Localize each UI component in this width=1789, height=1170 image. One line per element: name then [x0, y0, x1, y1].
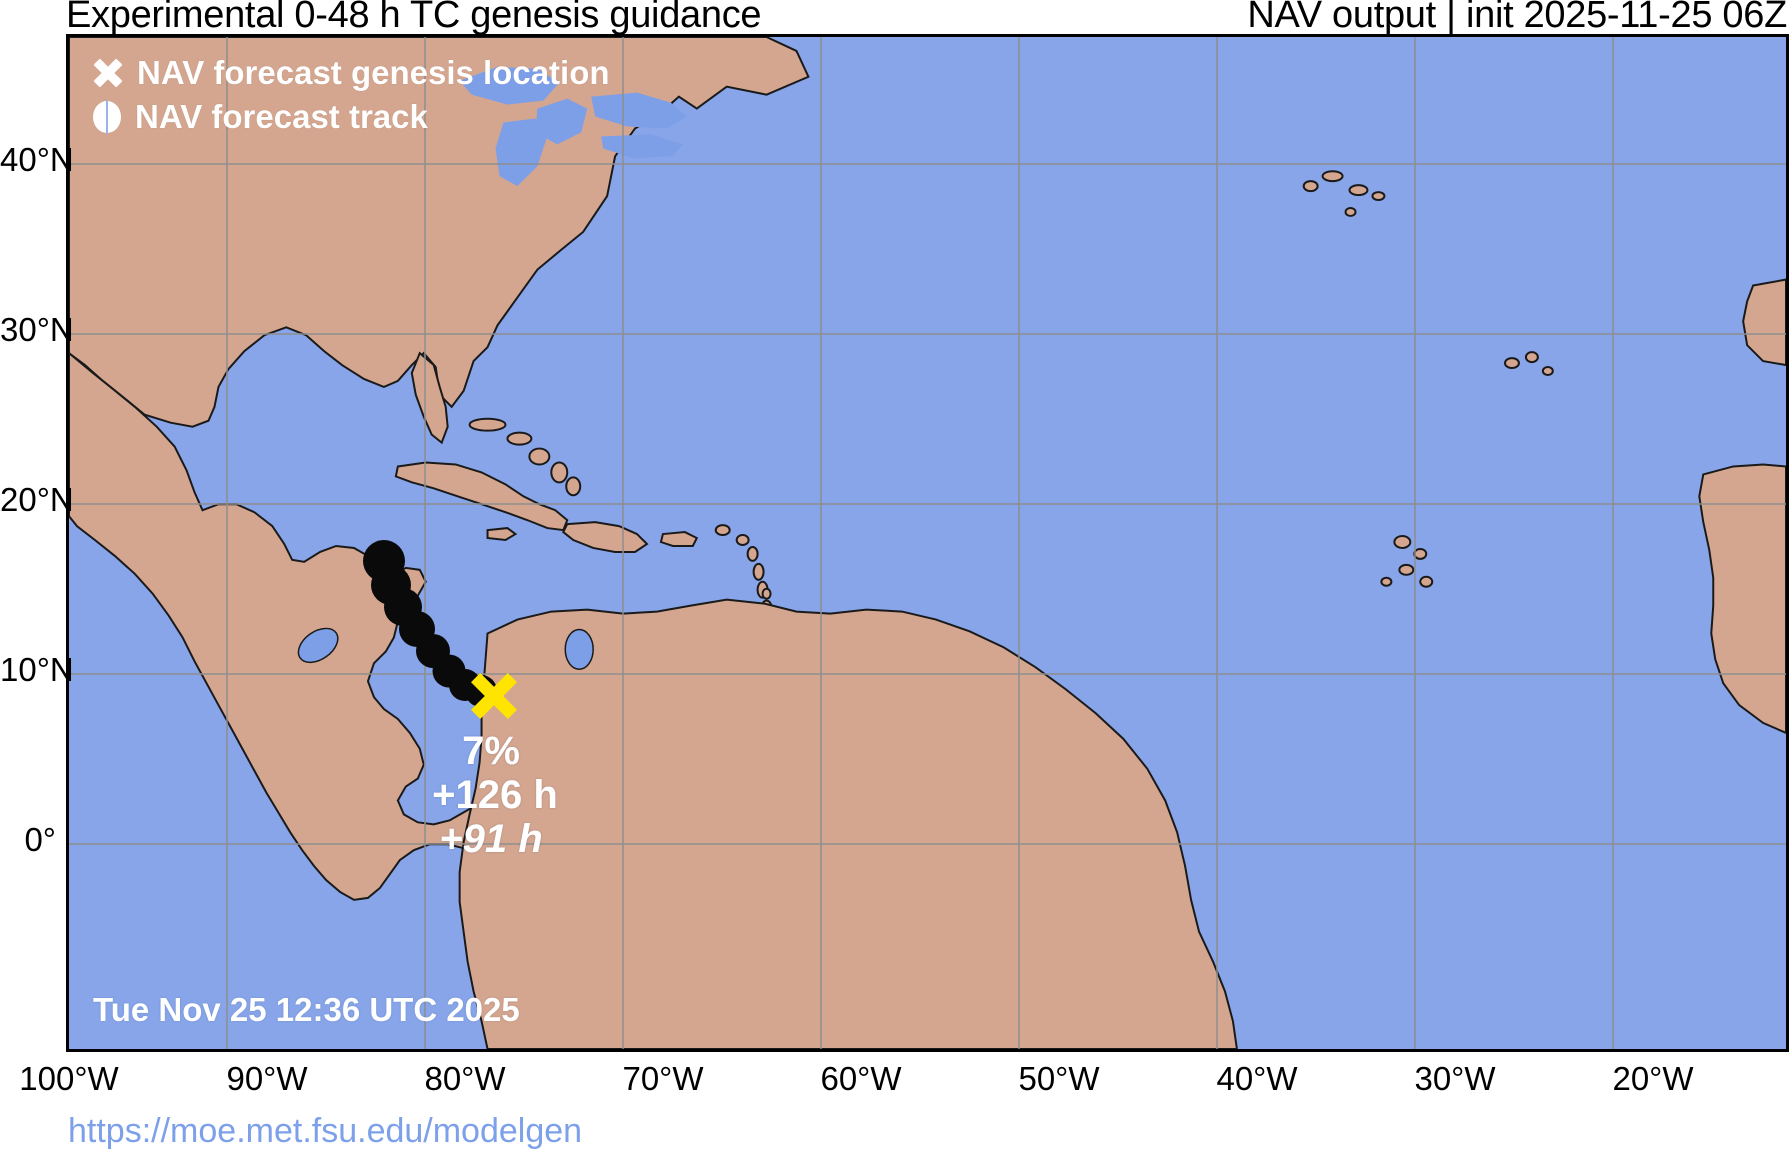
gridline-lon — [226, 37, 228, 1049]
axis-tick-lon: 30°W — [1414, 1060, 1496, 1097]
axis-tick-lon: 40°W — [1216, 1060, 1298, 1097]
legend-item-label: NAV forecast genesis location — [137, 54, 610, 91]
landmass-bahamas — [468, 417, 582, 497]
landmass-hispaniola — [562, 521, 649, 553]
inland-lakes — [297, 627, 594, 670]
axis-tick-lat: 40°N — [0, 141, 74, 178]
axis-tick-lon: 50°W — [1018, 1060, 1100, 1097]
axis-tick-lat: 20°N — [0, 481, 74, 518]
landmass-puerto-rico — [659, 531, 699, 547]
landmass-florida — [410, 351, 449, 445]
legend-item-label: NAV forecast track — [135, 98, 428, 135]
gridline-lat — [69, 673, 1786, 675]
axis-tick-lon: 70°W — [622, 1060, 704, 1097]
gridline-lon — [1018, 37, 1020, 1049]
landmass-central-america — [69, 351, 511, 901]
gridline-lon — [820, 37, 822, 1049]
gridline-lon — [1414, 37, 1416, 1049]
landmass-atlantic-islands — [1302, 170, 1554, 588]
timestamp-label: Tue Nov 25 12:36 UTC 2025 — [93, 991, 520, 1028]
gridline-lat — [69, 503, 1786, 505]
axis-tick-lon: 60°W — [820, 1060, 902, 1097]
filled-circle-icon — [93, 100, 121, 134]
landmass-cuba — [394, 461, 569, 532]
axis-tick-lon: 80°W — [424, 1060, 506, 1097]
axis-tick-lon: 90°W — [226, 1060, 308, 1097]
legend: NAV forecast genesis location NAV foreca… — [93, 51, 610, 139]
forecast-hour-label-2: +91 h — [439, 817, 543, 861]
landmass-iberia — [1742, 278, 1786, 367]
landmass-south-america — [458, 598, 1238, 1049]
landmass-jamaica — [486, 527, 518, 542]
gridline-lon — [1612, 37, 1614, 1049]
gridline-lat — [69, 333, 1786, 335]
axis-tick-lon: 20°W — [1612, 1060, 1694, 1097]
page-title: Experimental 0-48 h TC genesis guidance — [66, 0, 762, 36]
legend-item-genesis: NAV forecast genesis location — [93, 51, 610, 95]
axis-tick-lat: 0° — [24, 821, 56, 858]
model-init-label: NAV output | init 2025-11-25 06Z — [1247, 0, 1787, 36]
map-canvas[interactable]: 7% +126 h +91 h NAV forecast genesis loc… — [66, 34, 1789, 1052]
axis-tick-lat: 30°N — [0, 311, 74, 348]
map-inner: 7% +126 h +91 h NAV forecast genesis loc… — [69, 37, 1786, 1049]
gridline-lon — [622, 37, 624, 1049]
gridline-lat — [69, 163, 1786, 165]
gridline-lon — [1216, 37, 1218, 1049]
gridline-lat — [69, 843, 1786, 845]
forecast-hour-label-1: +126 h — [432, 773, 558, 817]
landmass-africa — [1698, 463, 1786, 734]
legend-item-track: NAV forecast track — [93, 95, 610, 139]
gridline-lon — [424, 37, 426, 1049]
genesis-probability-label: 7% — [462, 729, 520, 773]
gridline-lon — [1786, 37, 1788, 1049]
axis-tick-lon: 100°W — [19, 1060, 119, 1097]
source-url-link[interactable]: https://moe.met.fsu.edu/modelgen — [68, 1112, 583, 1150]
genesis-location-marker[interactable] — [470, 672, 518, 720]
coastline-layer — [69, 37, 1786, 1049]
axis-tick-lat: 10°N — [0, 651, 74, 688]
great-lakes — [459, 66, 687, 187]
x-cross-icon — [93, 58, 123, 88]
